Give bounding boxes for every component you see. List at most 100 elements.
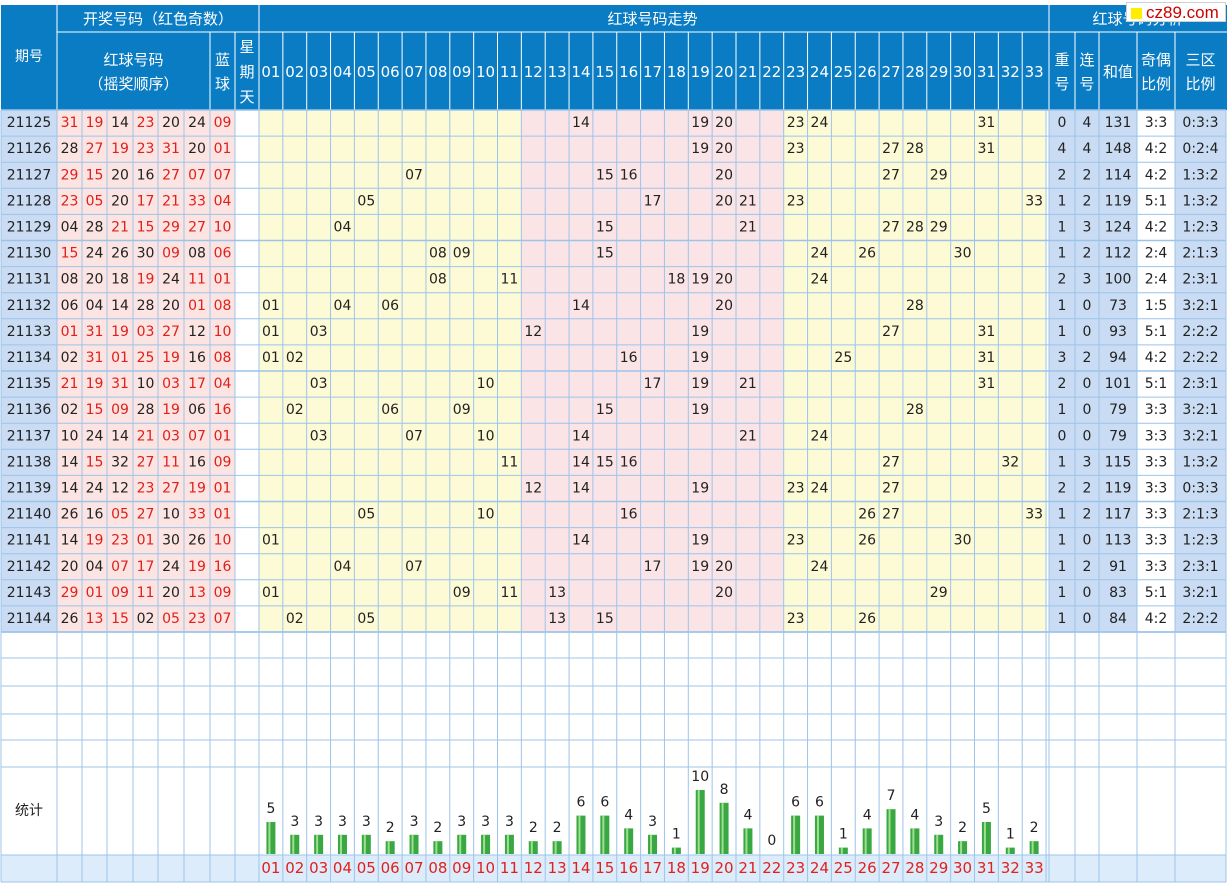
- red-ball: 23: [111, 533, 129, 549]
- stat-bar: [743, 828, 753, 854]
- stat-bar-highlight: [292, 834, 295, 854]
- stat-bar-label: 2: [386, 820, 395, 836]
- trend-number: 27: [882, 141, 900, 157]
- footer-number: 16: [619, 859, 638, 877]
- footer-number: 33: [1025, 859, 1044, 877]
- red-ball: 20: [61, 559, 79, 575]
- zone-ratio: 2:2:2: [1182, 611, 1218, 627]
- red-ball: 10: [137, 376, 155, 392]
- stat-bar: [671, 847, 681, 854]
- oddeven-ratio: 3:3: [1145, 454, 1168, 470]
- trend-number: 19: [691, 402, 709, 418]
- trend-number: 19: [691, 272, 709, 288]
- oddeven-ratio: 4:2: [1145, 611, 1168, 627]
- stat-bar: [457, 834, 467, 854]
- red-ball: 21: [137, 428, 155, 444]
- issue-number: 21125: [7, 115, 52, 131]
- trend-number: 09: [453, 246, 471, 262]
- header-number: 08: [428, 63, 447, 81]
- stat-bar: [886, 809, 896, 854]
- stat-bar-highlight: [363, 834, 366, 854]
- trend-number: 11: [501, 272, 519, 288]
- footer-number: 05: [357, 859, 376, 877]
- red-ball: 15: [86, 454, 104, 470]
- stat-bar-highlight: [316, 834, 319, 854]
- issue-number: 21140: [7, 507, 52, 523]
- oddeven-ratio: 4:2: [1145, 219, 1168, 235]
- footer-number: 10: [476, 859, 495, 877]
- consec-count: 2: [1083, 350, 1092, 366]
- header-number: 14: [571, 63, 590, 81]
- red-ball: 07: [188, 428, 206, 444]
- stat-bar-label: 3: [338, 814, 347, 830]
- red-ball: 27: [162, 167, 180, 183]
- trend-number: 33: [1025, 507, 1043, 523]
- trend-number: 27: [882, 219, 900, 235]
- red-ball: 18: [111, 272, 129, 288]
- stat-bar: [385, 841, 395, 854]
- stat-bar: [958, 841, 968, 854]
- trend-number: 27: [882, 480, 900, 496]
- trend-number: 21: [739, 376, 757, 392]
- repeat-count: 1: [1058, 246, 1067, 262]
- red-ball: 01: [188, 298, 206, 314]
- trend-number: 10: [477, 507, 495, 523]
- trend-number: 29: [930, 219, 948, 235]
- red-ball: 25: [137, 350, 155, 366]
- stat-bar-label: 6: [791, 795, 800, 811]
- zone-ratio: 2:1:3: [1182, 507, 1218, 523]
- repeat-count: 2: [1058, 376, 1067, 392]
- oddeven-ratio: 4:2: [1145, 350, 1168, 366]
- trend-number: 27: [882, 167, 900, 183]
- footer-number: 15: [595, 859, 614, 877]
- red-ball: 03: [137, 324, 155, 340]
- site-watermark[interactable]: cz89.com: [1126, 2, 1226, 22]
- red-ball: 05: [162, 611, 180, 627]
- red-ball: 16: [86, 507, 104, 523]
- issue-number: 21128: [7, 193, 52, 209]
- trend-number: 02: [286, 402, 304, 418]
- red-ball: 02: [137, 611, 155, 627]
- blue-ball: 04: [214, 376, 232, 392]
- issue-number: 21136: [7, 402, 52, 418]
- stat-bar-highlight: [387, 841, 390, 854]
- footer-number: 23: [786, 859, 805, 877]
- trend-number: 10: [477, 376, 495, 392]
- stat-bar-label: 1: [1006, 827, 1015, 843]
- sum-value: 114: [1105, 167, 1132, 183]
- red-ball: 15: [86, 402, 104, 418]
- trend-number: 05: [357, 611, 375, 627]
- header-number: 10: [476, 63, 495, 81]
- red-ball: 11: [162, 454, 180, 470]
- stat-bar-highlight: [626, 828, 629, 854]
- red-ball: 05: [86, 193, 104, 209]
- trend-number: 24: [811, 246, 829, 262]
- trend-number: 24: [811, 272, 829, 288]
- trend-number: 14: [572, 454, 590, 470]
- oddeven-ratio: 1:5: [1145, 298, 1168, 314]
- red-ball: 03: [162, 428, 180, 444]
- stat-bar: [481, 834, 491, 854]
- stat-bar-label: 2: [1030, 820, 1039, 836]
- stat-bar: [314, 834, 324, 854]
- header-number: 05: [357, 63, 376, 81]
- stat-bar: [814, 815, 824, 854]
- sum-value: 94: [1109, 350, 1127, 366]
- red-ball: 15: [86, 167, 104, 183]
- red-ball: 07: [188, 167, 206, 183]
- stat-bar: [266, 822, 276, 854]
- trend-number: 26: [858, 533, 876, 549]
- sum-value: 73: [1109, 298, 1127, 314]
- red-ball: 30: [137, 246, 155, 262]
- trend-number: 19: [691, 324, 709, 340]
- stat-bar-label: 2: [529, 820, 538, 836]
- repeat-count: 2: [1058, 480, 1067, 496]
- red-ball: 19: [86, 533, 104, 549]
- trend-number: 24: [811, 480, 829, 496]
- header-number: 13: [548, 63, 567, 81]
- sum-value: 83: [1109, 585, 1127, 601]
- blue-ball: 08: [214, 350, 232, 366]
- trend-number: 15: [596, 611, 614, 627]
- red-ball: 23: [188, 611, 206, 627]
- trend-number: 02: [286, 350, 304, 366]
